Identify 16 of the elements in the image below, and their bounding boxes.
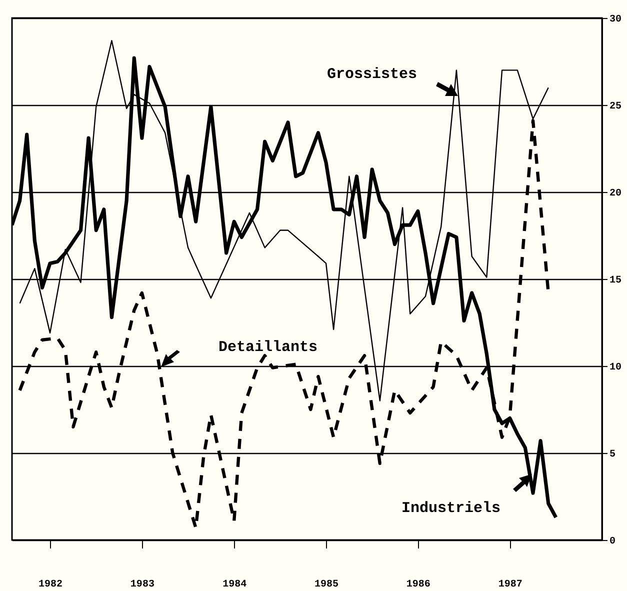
x-tick-label: 1982: [38, 580, 63, 590]
text: Grossistes: [326, 66, 418, 83]
y-tick-label: 5: [610, 450, 616, 460]
y-tick-label: 10: [610, 362, 622, 374]
x-tick-label: 1987: [498, 580, 522, 590]
x-tick-label: 1984: [222, 580, 247, 590]
x-tick-label: 1985: [314, 580, 339, 590]
y-tick-label: 0: [610, 536, 616, 548]
series-label: Detaillants: [218, 339, 318, 356]
y-tick-label: 30: [610, 14, 622, 26]
y-tick-label: 15: [610, 276, 622, 286]
y-tick-label: 25: [610, 102, 622, 112]
x-tick-label: 1986: [406, 580, 430, 590]
y-tick-label: 20: [610, 188, 622, 200]
text: Industriels: [401, 500, 501, 517]
x-tick-label: 1983: [130, 580, 154, 590]
